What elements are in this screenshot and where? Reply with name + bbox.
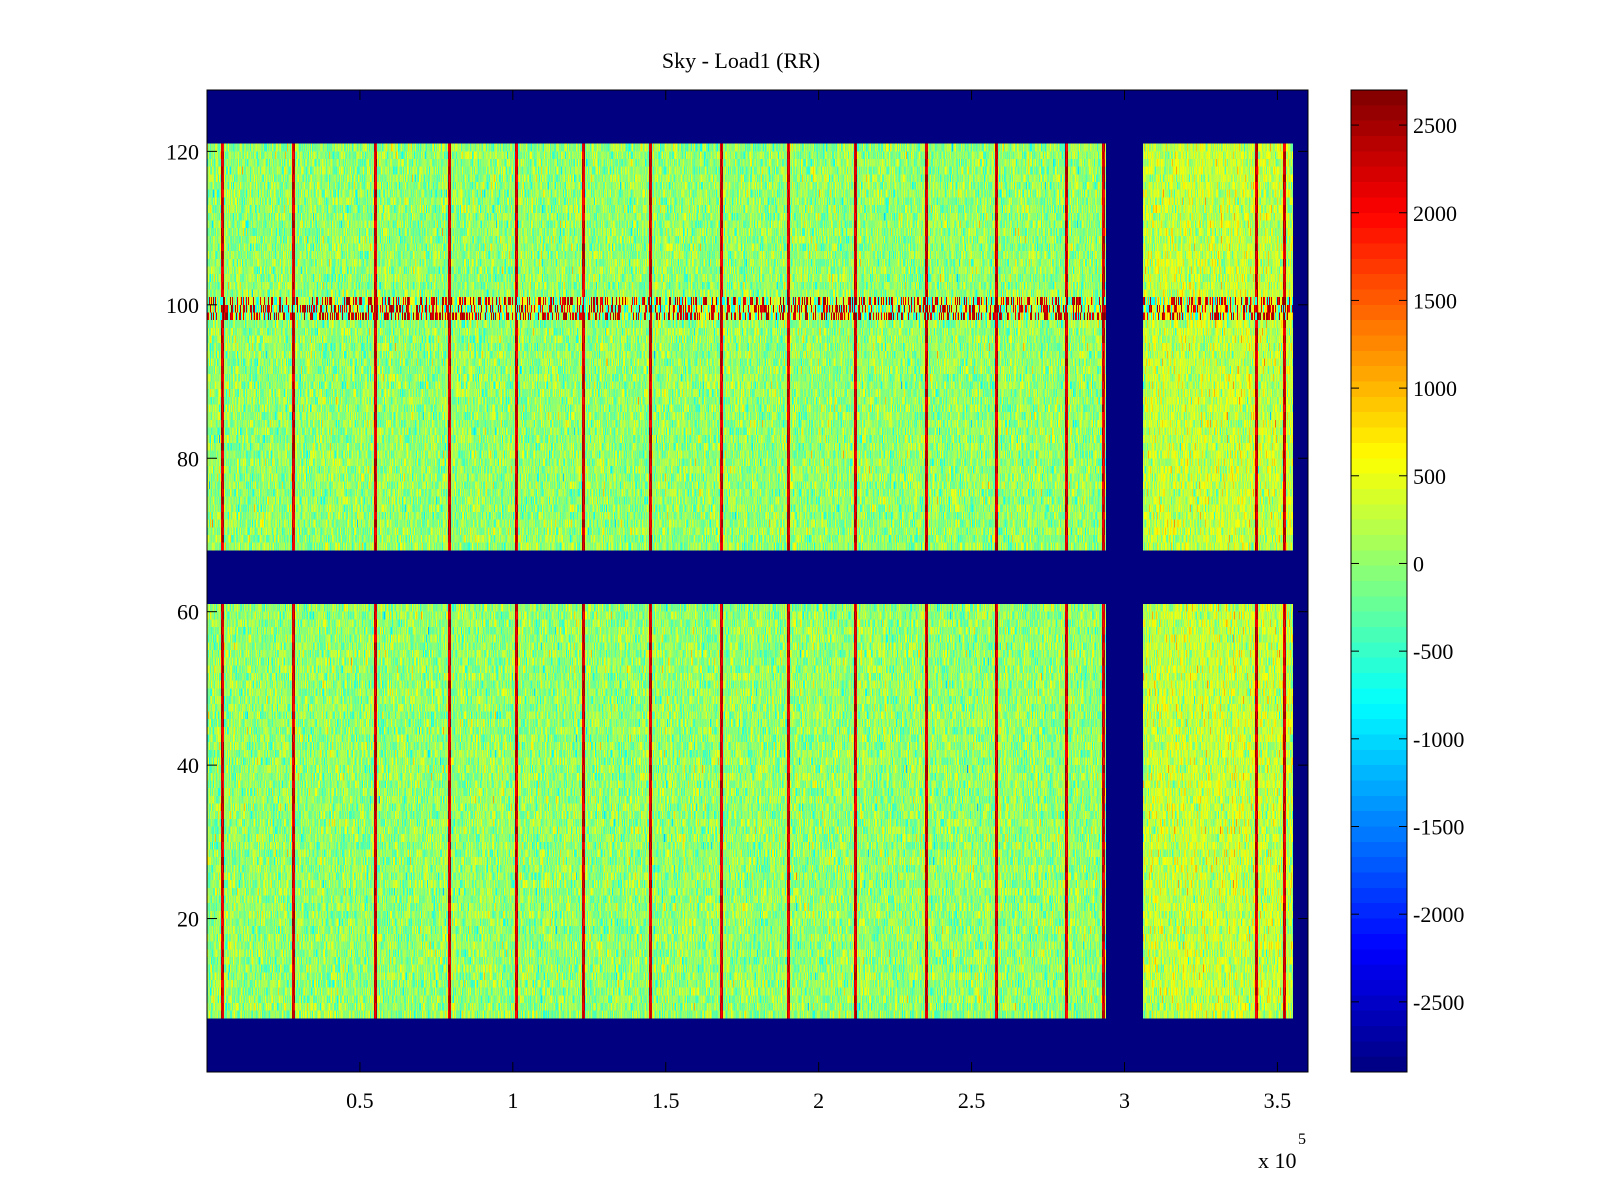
x-exponent-power: 5: [1298, 1131, 1306, 1148]
x-tick-label: 2.5: [958, 1088, 986, 1113]
colorbar-frame: [1350, 89, 1408, 1073]
y-tick-label: 20: [177, 907, 199, 932]
y-tick-label: 60: [177, 600, 199, 625]
colorbar-tick-label: -1000: [1413, 727, 1464, 752]
colorbar-ticks: 2500 2000 1500 1000 500 0 -500 -1000 -1500 -2000 -…: [1351, 113, 1464, 1015]
x-tick-label: 3: [1119, 1088, 1130, 1113]
x-tick-label: 2: [813, 1088, 824, 1113]
heatmap-plot-area: [206, 89, 1309, 1073]
chart-title: Sky - Load1 (RR): [662, 48, 820, 73]
x-exponent-label: x 10: [1258, 1148, 1297, 1173]
colorbar-tick-label: -2500: [1413, 990, 1464, 1015]
colorbar: 2500 2000 1500 1000 500 0 -500 -1000 -1500 -2000 -…: [1350, 89, 1464, 1073]
colorbar-gradient: [1351, 90, 1407, 1072]
x-tick-label: 1.5: [652, 1088, 680, 1113]
x-axis: 0.5 1 1.5 2 2.5 3 3.5: [346, 90, 1291, 1113]
x-tick-label: 1: [507, 1088, 518, 1113]
colorbar-tick-label: -2000: [1413, 902, 1464, 927]
colorbar-tick-label: 500: [1413, 464, 1446, 489]
y-tick-label: 100: [166, 293, 199, 318]
colorbar-tick-label: 1000: [1413, 376, 1457, 401]
y-tick-label: 40: [177, 753, 199, 778]
plot-frame: [206, 89, 1309, 1073]
x-tick-label: 0.5: [346, 1088, 374, 1113]
colorbar-tick-label: 0: [1413, 551, 1424, 576]
y-axis: 20 40 60 80 100 120: [166, 139, 1308, 932]
colorbar-tick-label: -500: [1413, 639, 1453, 664]
y-tick-label: 80: [177, 446, 199, 471]
colorbar-tick-label: 2000: [1413, 201, 1457, 226]
colorbar-tick-label: 2500: [1413, 113, 1457, 138]
y-tick-label: 120: [166, 139, 199, 164]
colorbar-tick-label: 1500: [1413, 288, 1457, 313]
colorbar-tick-label: -1500: [1413, 815, 1464, 840]
heatmap-image: [207, 90, 1308, 1072]
x-tick-label: 3.5: [1264, 1088, 1292, 1113]
